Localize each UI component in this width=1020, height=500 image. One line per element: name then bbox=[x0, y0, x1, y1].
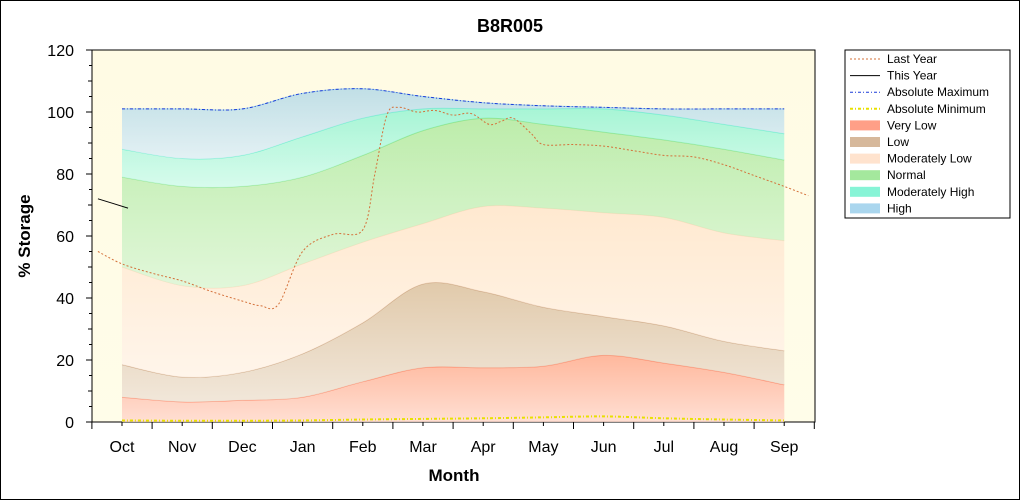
storage-lines bbox=[97, 88, 809, 422]
legend-label: Moderately Low bbox=[887, 152, 972, 166]
x-axis-title: Month bbox=[429, 466, 480, 485]
legend-swatch bbox=[850, 137, 880, 147]
axes: 0 20 40 60 80 100 120 Oct Nov Dec Jan Feb Mar Apr May J… bbox=[47, 43, 815, 456]
band-shade-moderately-low bbox=[122, 205, 785, 378]
band-shade-normal bbox=[122, 118, 785, 289]
x-tick-label: Feb bbox=[349, 439, 377, 456]
legend-swatch bbox=[850, 153, 880, 164]
y-tick-label: 120 bbox=[47, 43, 74, 60]
band-edge-high bbox=[122, 88, 785, 111]
y-tick-label: 80 bbox=[56, 167, 74, 184]
legend-label: This Year bbox=[887, 69, 937, 83]
legend-label: Absolute Minimum bbox=[887, 102, 986, 116]
y-tick-label: 20 bbox=[56, 353, 74, 370]
legend-swatch bbox=[850, 186, 880, 197]
legend-label: Very Low bbox=[887, 118, 937, 132]
legend-label: Moderately High bbox=[887, 185, 974, 199]
legend-swatch bbox=[850, 120, 880, 131]
line-absolute-minimum bbox=[121, 415, 785, 422]
y-tick-label: 40 bbox=[56, 291, 74, 308]
y-tick-label: 60 bbox=[56, 229, 74, 246]
line-this-year bbox=[97, 198, 129, 209]
storage-bands bbox=[121, 88, 785, 422]
x-tick-label: Apr bbox=[471, 439, 497, 456]
legend-label: Absolute Maximum bbox=[887, 85, 989, 99]
x-tick-label: Jan bbox=[290, 439, 316, 456]
chart-title: B8R005 bbox=[477, 16, 543, 36]
x-tick-label: Aug bbox=[710, 439, 738, 456]
y-tick-label: 0 bbox=[65, 415, 74, 432]
x-tick-label: Nov bbox=[168, 439, 196, 456]
x-tick-label: Dec bbox=[228, 439, 256, 456]
band-shade-high bbox=[122, 88, 785, 159]
x-tick-label: Oct bbox=[110, 439, 135, 456]
x-tick-label: May bbox=[528, 439, 558, 456]
band-shade-low bbox=[122, 282, 785, 402]
band-shade-moderately-high bbox=[122, 108, 785, 188]
line-last-year bbox=[97, 106, 809, 310]
legend-label: High bbox=[887, 201, 912, 215]
x-tick-label: Jul bbox=[654, 439, 674, 456]
x-tick-label: Mar bbox=[409, 439, 437, 456]
x-tick-label: Jun bbox=[591, 439, 617, 456]
legend-label: Normal bbox=[887, 168, 926, 182]
legend-label: Last Year bbox=[887, 52, 937, 66]
y-axis-title: % Storage bbox=[15, 194, 34, 277]
legend-swatch bbox=[850, 170, 880, 181]
legend-swatch bbox=[850, 203, 880, 214]
legend: Last Year This Year Absolute Maximum Absolu… bbox=[850, 52, 989, 215]
legend-label: Low bbox=[887, 135, 909, 149]
y-tick-label: 100 bbox=[47, 105, 74, 122]
x-tick-label: Sep bbox=[770, 439, 799, 456]
band-shade-very-low bbox=[122, 355, 785, 422]
